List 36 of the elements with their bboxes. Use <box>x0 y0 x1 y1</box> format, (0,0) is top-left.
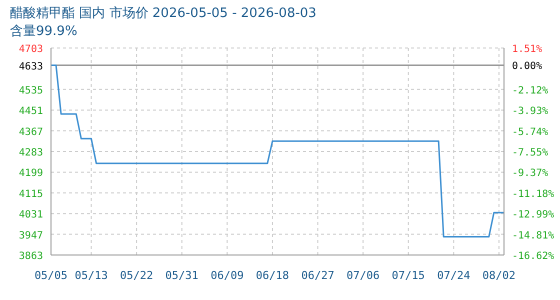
y2-tick-label: -16.62% <box>512 251 554 262</box>
y2-tick-label: -12.99% <box>512 210 554 221</box>
x-tick-label: 07/06 <box>346 268 380 282</box>
x-tick-label: 06/27 <box>301 268 334 282</box>
y-tick-label: 4535 <box>18 85 43 96</box>
y-tick-label: 4367 <box>18 126 43 138</box>
x-tick-label: 05/22 <box>120 268 154 282</box>
y-tick-label: 4703 <box>18 44 43 55</box>
x-tick-label: 07/15 <box>392 268 425 282</box>
x-tick-label: 05/31 <box>165 268 198 282</box>
line-series <box>51 64 504 238</box>
y-tick-label: 4451 <box>18 106 43 118</box>
chart-title: 醋酸精甲酯 国内 市场价 2026-05-05 - 2026-08-03 <box>10 5 316 22</box>
y-tick-label: 4633 <box>18 61 43 72</box>
y2-tick-label: 0.00% <box>512 61 542 72</box>
y2-tick-label: -7.55% <box>512 147 548 158</box>
y2-tick-label: -14.81% <box>512 230 554 242</box>
y2-tick-label: 1.51% <box>512 44 542 55</box>
x-tick-label: 05/13 <box>74 268 108 282</box>
y-tick-label: 4199 <box>18 168 43 180</box>
y2-tick-label: -2.12% <box>512 85 548 96</box>
chart-subtitle: 含量99.9% <box>10 23 78 40</box>
y2-tick-label: -3.93% <box>512 106 548 118</box>
x-tick-label: 08/02 <box>482 268 516 282</box>
x-tick-label: 06/09 <box>210 268 244 282</box>
y2-tick-label: -5.74% <box>512 126 548 138</box>
x-tick-label: 06/18 <box>256 268 290 282</box>
y-tick-label: 3863 <box>18 251 43 262</box>
y2-tick-label: -11.18% <box>512 188 554 200</box>
y2-tick-label: -9.37% <box>512 168 548 180</box>
y-tick-label: 3947 <box>18 230 43 242</box>
x-tick-label: 05/05 <box>34 268 68 282</box>
x-tick-label: 07/24 <box>437 268 471 282</box>
y-tick-label: 4115 <box>18 188 43 200</box>
y-tick-label: 4283 <box>18 148 43 158</box>
y-tick-label: 4031 <box>18 210 43 221</box>
